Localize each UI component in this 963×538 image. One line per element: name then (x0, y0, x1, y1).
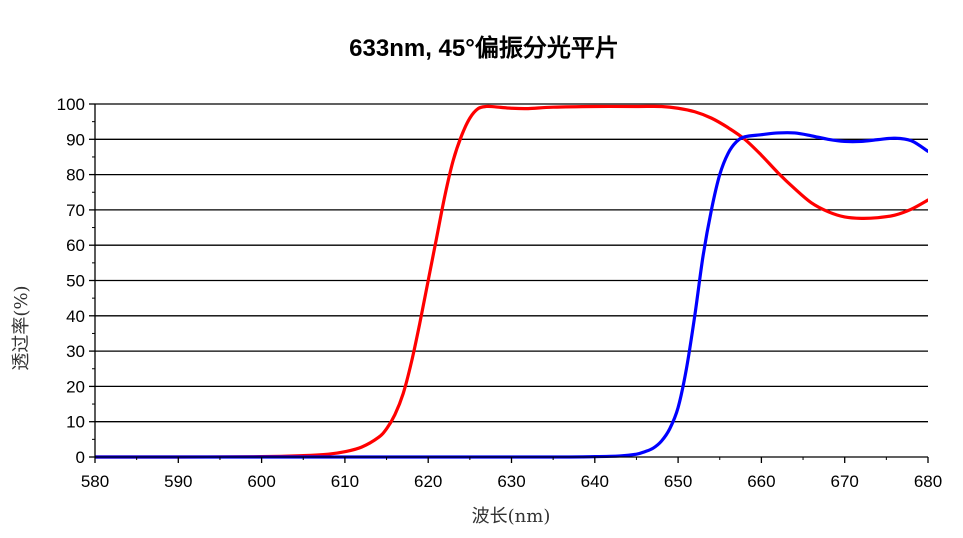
grid-layer (95, 103, 928, 423)
chart-title: 633nm, 45°偏振分光平片 (349, 34, 619, 62)
y-tick-label-20: 20 (66, 377, 85, 396)
x-tick-label-610: 610 (331, 472, 359, 491)
y-tick-label-0: 0 (76, 448, 85, 467)
x-tick-label-680: 680 (914, 472, 942, 491)
x-tick-label-580: 580 (81, 472, 109, 491)
y-tick-label-90: 90 (66, 130, 85, 149)
x-tick-label-630: 630 (497, 472, 525, 491)
y-tick-label-40: 40 (66, 307, 85, 326)
y-tick-label-30: 30 (66, 342, 85, 361)
series-layer (95, 104, 928, 459)
x-tick-label-600: 600 (247, 472, 275, 491)
x-axis-label: 波长(nm) (472, 506, 551, 527)
y-tick-label-70: 70 (66, 201, 85, 220)
y-tick-label-10: 10 (66, 413, 85, 432)
y-tick-label-100: 100 (57, 95, 85, 114)
ticks-layer: 0 10 20 30 40 50 60 70 80 90 100 580 590 600 610 620 630… (57, 95, 943, 491)
x-tick-label-620: 620 (414, 472, 442, 491)
y-tick-label-80: 80 (66, 166, 85, 185)
x-tick-label-660: 660 (747, 472, 775, 491)
y-axis-label: 透过率(%) (11, 285, 32, 370)
x-tick-label-640: 640 (581, 472, 609, 491)
x-tick-label-590: 590 (164, 472, 192, 491)
series-line-0 (95, 104, 928, 459)
series-line-1 (95, 131, 928, 459)
x-tick-label-650: 650 (664, 472, 692, 491)
y-tick-label-50: 50 (66, 272, 85, 291)
x-tick-label-670: 670 (831, 472, 859, 491)
y-tick-label-60: 60 (66, 236, 85, 255)
